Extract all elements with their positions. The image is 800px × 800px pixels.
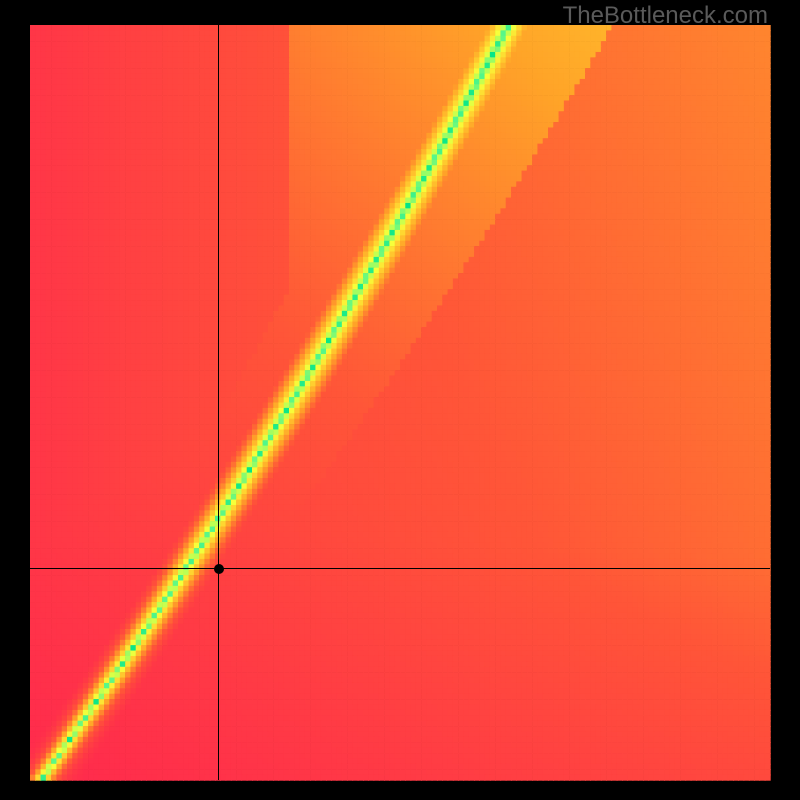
crosshair-vertical: [218, 25, 219, 780]
bottleneck-heatmap: [0, 0, 800, 800]
crosshair-horizontal: [30, 568, 770, 569]
data-point-marker: [214, 564, 224, 574]
chart-container: TheBottleneck.com: [0, 0, 800, 800]
watermark-text: TheBottleneck.com: [563, 2, 768, 30]
